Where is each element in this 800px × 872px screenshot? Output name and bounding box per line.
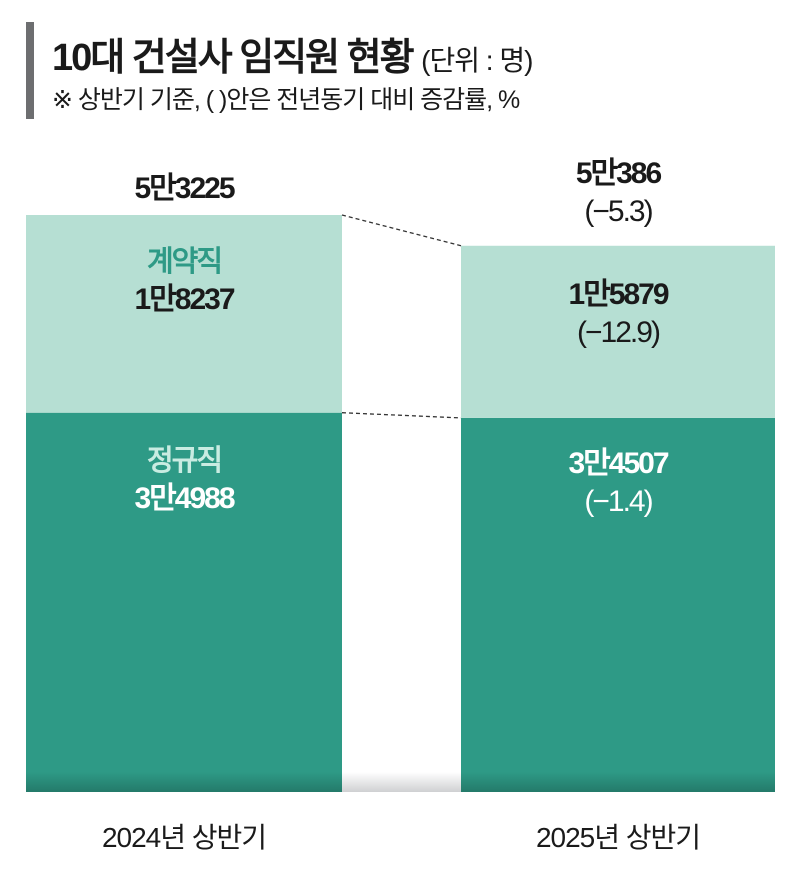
- bar-contract-1: [461, 245, 775, 418]
- bar-regular-1: [461, 417, 775, 792]
- contract-label-2025: 1만5879 (−12.9): [568, 278, 669, 349]
- total-label-2024: 5만3225: [134, 172, 235, 205]
- bar-contract-0: [26, 215, 342, 413]
- regular-label-2025: 3만4507 (−1.4): [568, 447, 669, 518]
- bar-base-shade-0: [26, 772, 342, 792]
- title-text: 10대 건설사 임직원 현황: [52, 37, 415, 79]
- regular-label-2024: 정규직 3만4988: [134, 445, 235, 515]
- title-accent-bar: [26, 22, 34, 119]
- contract-label-2024: 계약직 1만8237: [134, 246, 235, 316]
- chart-subtitle: ※ 상반기 기준, ( )안은 전년동기 대비 증감률, %: [52, 86, 520, 114]
- x-label-2025: 2025년 상반기: [535, 822, 701, 853]
- connector-line-0: [341, 412, 462, 419]
- connector-line-1: [341, 214, 462, 247]
- baseline-shadow: [342, 772, 461, 792]
- chart-title: 10대 건설사 임직원 현황 (단위 : 명): [52, 26, 533, 81]
- x-label-2024: 2024년 상반기: [101, 822, 267, 853]
- bar-regular-0: [26, 412, 342, 792]
- bar-base-shade-1: [461, 772, 775, 792]
- unit-label: (단위 : 명): [421, 45, 533, 76]
- total-label-2025: 5만386 (−5.3): [575, 157, 662, 228]
